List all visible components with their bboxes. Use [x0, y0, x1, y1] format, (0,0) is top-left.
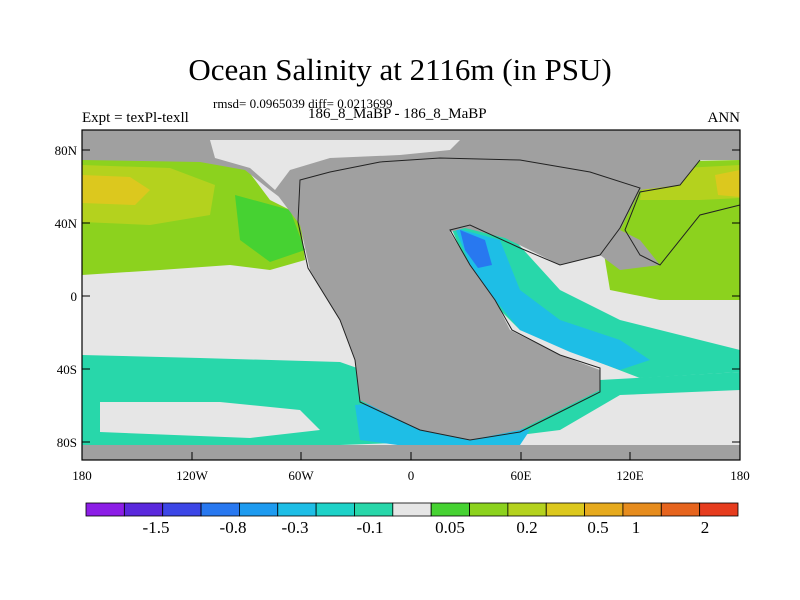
colorbar-box: [430, 502, 470, 517]
lon-label: 60E: [511, 468, 532, 483]
land-arctic-gray: [82, 130, 740, 140]
land-north-ice: [210, 140, 460, 190]
plot-title: Ocean Salinity at 2116m (in PSU): [188, 52, 612, 87]
salinity-map: [81, 129, 741, 461]
colorbar-box: [239, 502, 279, 517]
colorbar-label: 0.5: [587, 518, 608, 537]
season-label: ANN: [707, 110, 741, 126]
colorbar-label: -1.5: [143, 518, 170, 537]
colorbar-label: 2: [701, 518, 710, 537]
anomaly-nearzero-south-patch: [100, 402, 320, 438]
lat-label: 40N: [55, 216, 78, 231]
comparison-subtitle: 186_8_MaBP - 186_8_MaBP: [308, 106, 487, 122]
coastline-east: [624, 159, 741, 266]
lat-label: 0: [71, 289, 78, 304]
experiment-label: Expt = texPl-texll: [82, 110, 189, 126]
colorbar-labels: -1.5 -0.8 -0.3 -0.1 0.05 0.2 0.5 1 2: [143, 518, 710, 537]
colorbar-box: [660, 502, 701, 517]
lat-label: 80N: [55, 143, 78, 158]
colorbar-label: -0.1: [357, 518, 384, 537]
colorbar-box: [354, 502, 394, 517]
lat-label: 80S: [57, 435, 77, 450]
colorbar-label: -0.3: [282, 518, 309, 537]
lon-label: 120W: [176, 468, 209, 483]
lat-label: 40S: [57, 362, 77, 377]
anomaly-blue-channel: [460, 230, 492, 268]
lon-labels: 180 120W 60W 0 60E 120E 180: [72, 468, 750, 483]
colorbar-box: [699, 502, 739, 517]
stats-subtitle: rmsd= 0.0965039 diff= 0.0213699: [213, 96, 393, 111]
lon-axis: [81, 452, 741, 460]
land-east-block: [530, 230, 660, 270]
colorbar-label: 0.2: [516, 518, 537, 537]
colorbar-box: [315, 502, 355, 517]
lon-label: 180: [72, 468, 92, 483]
colorbar-box: [277, 502, 317, 517]
anomaly-orange-east: [715, 170, 740, 197]
lat-labels: 80N 40N 0 40S 80S: [55, 143, 78, 450]
colorbar-box: [123, 502, 164, 517]
anomaly-teal-channel: [450, 225, 740, 378]
anomaly-lightgreen-west: [235, 195, 305, 262]
colorbar-box: [622, 502, 662, 517]
land-pangea-main: [270, 160, 640, 440]
lon-label: 180: [730, 468, 750, 483]
colorbar-box: [162, 502, 202, 517]
colorbar-box: [392, 502, 432, 517]
colorbar-label: 0.05: [435, 518, 465, 537]
lat-axis: [82, 149, 740, 443]
anomaly-cyan-channel: [455, 228, 650, 370]
colorbar-box: [507, 502, 547, 517]
coastline: [297, 157, 641, 441]
colorbar-box: [85, 502, 125, 517]
anomaly-orange-west: [82, 175, 150, 205]
colorbar-box: [469, 502, 509, 517]
colorbar-box: [200, 502, 240, 517]
colorbar-label: 1: [632, 518, 641, 537]
colorbar-label: -0.8: [220, 518, 247, 537]
lon-label: 0: [408, 468, 415, 483]
colorbar: [85, 502, 739, 517]
lon-label: 60W: [288, 468, 314, 483]
colorbar-box: [584, 502, 624, 517]
colorbar-box: [545, 502, 585, 517]
lon-label: 120E: [616, 468, 644, 483]
